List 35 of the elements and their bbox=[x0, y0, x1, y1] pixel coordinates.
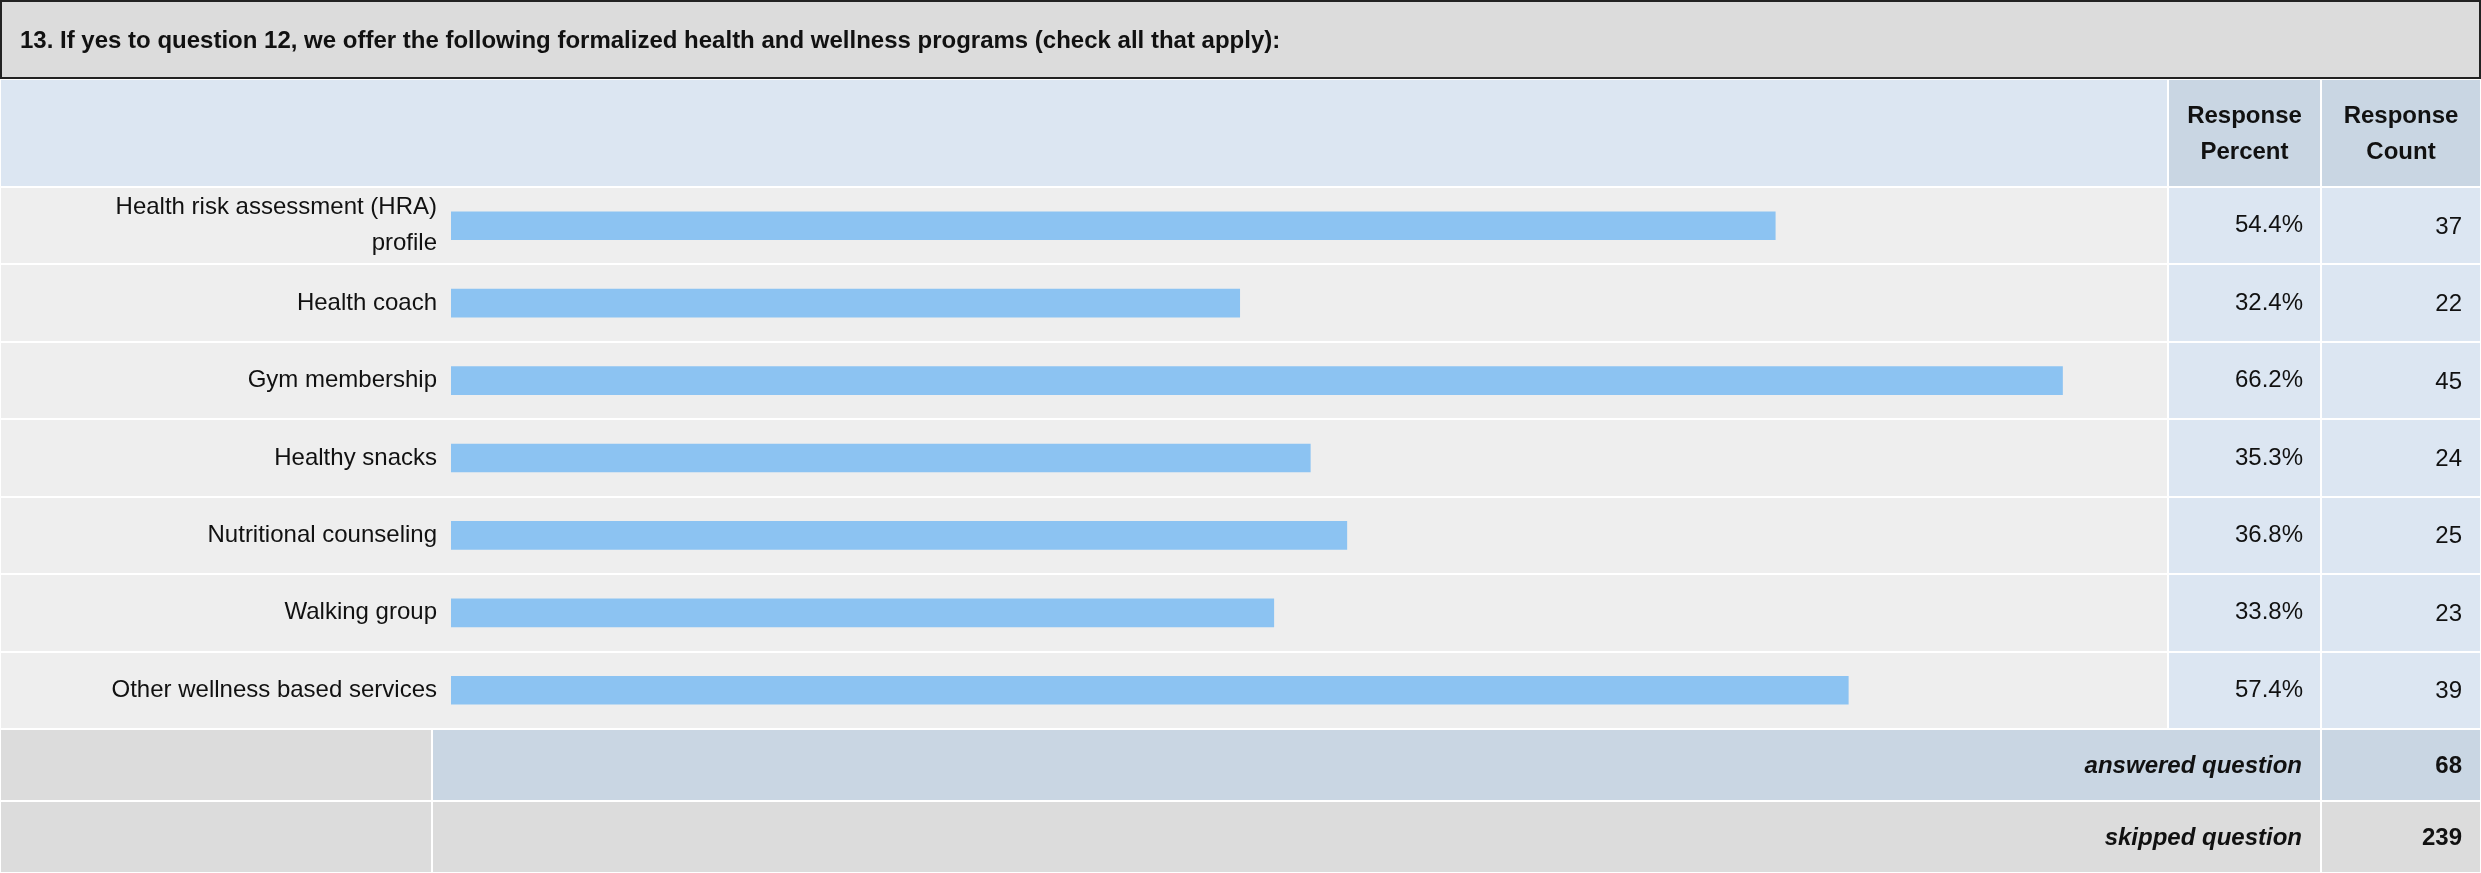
text: 239 bbox=[2321, 801, 2481, 873]
text: 24 bbox=[2321, 419, 2481, 497]
bar bbox=[451, 598, 1275, 628]
y-tick-label: Gym membership bbox=[247, 365, 437, 393]
y-tick-label: Other wellness based services bbox=[111, 674, 437, 702]
text: answered question bbox=[432, 729, 2321, 801]
data-label: 57.4% bbox=[2234, 674, 2303, 702]
bar bbox=[451, 521, 1348, 550]
text: 22 bbox=[2321, 264, 2481, 342]
data-label: 54.4% bbox=[2234, 210, 2303, 238]
y-tick-label: Health coach bbox=[296, 287, 437, 315]
y-tick-label: Health risk assessment (HRA) profile bbox=[115, 192, 437, 256]
bar bbox=[451, 443, 1311, 473]
text: 45 bbox=[2321, 341, 2481, 420]
data-label: 33.8% bbox=[2234, 597, 2303, 625]
data-label: 36.8% bbox=[2234, 520, 2303, 548]
data-label: 66.2% bbox=[2234, 365, 2303, 393]
text: 25 bbox=[2321, 496, 2481, 575]
bar bbox=[451, 211, 1776, 241]
data-label: 32.4% bbox=[2234, 287, 2303, 315]
text: 39 bbox=[2321, 651, 2481, 729]
text: 37 bbox=[2321, 187, 2481, 265]
y-tick-label: Healthy snacks bbox=[274, 442, 437, 470]
text: 68 bbox=[2321, 729, 2481, 801]
bar bbox=[451, 366, 2063, 395]
data-label: 35.3% bbox=[2234, 442, 2303, 470]
y-tick-label: Walking group bbox=[284, 597, 437, 625]
text: Response Count bbox=[2321, 79, 2481, 187]
y-tick-label: Nutritional counseling bbox=[207, 520, 437, 548]
bar bbox=[451, 675, 1849, 705]
text: Response Percent bbox=[2168, 79, 2321, 187]
text: 23 bbox=[2321, 574, 2481, 652]
chart-title: 13. If yes to question 12, we offer the following formalized health and wellness programs (check all that apply): bbox=[20, 25, 1281, 54]
bar bbox=[451, 288, 1241, 318]
text: skipped question bbox=[432, 801, 2321, 873]
